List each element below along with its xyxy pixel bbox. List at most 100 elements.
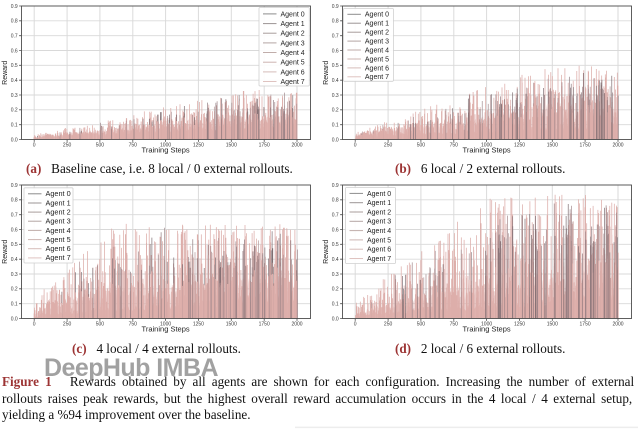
svg-text:Agent 6: Agent 6 (46, 244, 71, 253)
svg-text:Agent 1: Agent 1 (281, 21, 305, 28)
svg-text:2000: 2000 (291, 143, 302, 149)
svg-text:Agent 3: Agent 3 (365, 39, 389, 46)
svg-text:250: 250 (63, 322, 72, 328)
svg-text:Agent 2: Agent 2 (365, 30, 389, 37)
svg-text:Agent 0: Agent 0 (365, 12, 389, 19)
svg-text:1250: 1250 (514, 322, 525, 328)
svg-text:0.0: 0.0 (332, 316, 339, 322)
svg-text:Reward: Reward (2, 240, 9, 264)
svg-text:2000: 2000 (612, 143, 623, 149)
svg-text:Agent 0: Agent 0 (281, 11, 305, 18)
svg-text:500: 500 (417, 143, 426, 149)
svg-text:1750: 1750 (580, 322, 591, 328)
svg-text:0.8: 0.8 (11, 19, 18, 25)
svg-text:0.3: 0.3 (11, 93, 18, 99)
svg-text:0.3: 0.3 (332, 93, 339, 99)
svg-text:0.7: 0.7 (11, 213, 18, 219)
svg-text:0: 0 (33, 322, 36, 328)
svg-text:Reward: Reward (323, 61, 330, 85)
svg-text:0.4: 0.4 (332, 78, 339, 84)
svg-text:Agent 2: Agent 2 (281, 31, 305, 38)
svg-text:Agent 3: Agent 3 (281, 40, 305, 47)
svg-text:Training Steps: Training Steps (463, 146, 511, 155)
svg-text:0.2: 0.2 (332, 287, 339, 293)
svg-text:0.1: 0.1 (11, 302, 18, 308)
svg-text:Reward: Reward (323, 240, 330, 264)
svg-text:Agent 2: Agent 2 (367, 209, 391, 216)
svg-text:Agent 4: Agent 4 (46, 226, 71, 235)
svg-text:0.9: 0.9 (332, 183, 339, 189)
svg-text:0.9: 0.9 (11, 4, 18, 10)
svg-text:750: 750 (450, 143, 459, 149)
svg-text:1250: 1250 (193, 143, 204, 149)
svg-text:0.1: 0.1 (332, 123, 339, 129)
svg-text:0.6: 0.6 (11, 48, 18, 54)
svg-text:1500: 1500 (547, 322, 558, 328)
svg-text:Agent 4: Agent 4 (281, 50, 305, 57)
svg-text:500: 500 (417, 322, 426, 328)
svg-text:Agent 6: Agent 6 (365, 65, 389, 72)
svg-text:Agent 0: Agent 0 (367, 191, 391, 198)
svg-text:0.1: 0.1 (11, 123, 18, 129)
svg-text:250: 250 (384, 322, 393, 328)
svg-text:0: 0 (33, 143, 36, 149)
svg-text:Agent 6: Agent 6 (367, 247, 391, 254)
svg-text:Agent 3: Agent 3 (46, 217, 71, 226)
svg-text:1500: 1500 (226, 322, 237, 328)
svg-text:1250: 1250 (514, 143, 525, 149)
svg-text:1500: 1500 (547, 143, 558, 149)
svg-text:Training Steps: Training Steps (142, 146, 190, 155)
svg-text:0.7: 0.7 (332, 213, 339, 219)
svg-text:0.4: 0.4 (332, 257, 339, 263)
svg-text:0: 0 (354, 322, 357, 328)
svg-text:0.0: 0.0 (332, 137, 339, 143)
svg-text:Agent 7: Agent 7 (46, 253, 71, 262)
svg-text:Agent 3: Agent 3 (367, 219, 391, 226)
svg-text:0.7: 0.7 (332, 34, 339, 40)
svg-text:0.5: 0.5 (332, 63, 339, 69)
svg-text:Agent 5: Agent 5 (367, 237, 391, 244)
svg-text:0.4: 0.4 (11, 257, 18, 263)
svg-text:0.3: 0.3 (11, 272, 18, 278)
svg-text:1250: 1250 (193, 322, 204, 328)
svg-text:0.5: 0.5 (11, 242, 18, 248)
svg-text:750: 750 (450, 322, 459, 328)
svg-text:Agent 1: Agent 1 (46, 198, 71, 207)
svg-text:Agent 5: Agent 5 (365, 56, 389, 63)
svg-text:750: 750 (129, 322, 138, 328)
svg-text:2000: 2000 (291, 322, 302, 328)
svg-text:750: 750 (129, 143, 138, 149)
svg-text:1750: 1750 (259, 322, 270, 328)
svg-text:0.6: 0.6 (332, 48, 339, 54)
svg-text:0.2: 0.2 (332, 108, 339, 114)
svg-text:0: 0 (354, 143, 357, 149)
svg-text:0.8: 0.8 (11, 198, 18, 204)
svg-text:0.0: 0.0 (11, 137, 18, 143)
svg-text:250: 250 (384, 143, 393, 149)
svg-text:Reward: Reward (2, 61, 9, 85)
svg-text:Agent 7: Agent 7 (365, 74, 389, 81)
svg-text:0.9: 0.9 (332, 4, 339, 10)
svg-text:Agent 4: Agent 4 (367, 228, 391, 235)
svg-text:1750: 1750 (259, 143, 270, 149)
svg-text:1750: 1750 (580, 143, 591, 149)
svg-text:0.8: 0.8 (332, 19, 339, 25)
svg-text:Agent 7: Agent 7 (367, 256, 391, 263)
svg-text:0.8: 0.8 (332, 198, 339, 204)
svg-text:0.5: 0.5 (11, 63, 18, 69)
svg-text:1000: 1000 (160, 322, 171, 328)
svg-text:0.3: 0.3 (332, 272, 339, 278)
svg-text:Agent 4: Agent 4 (365, 47, 389, 54)
svg-text:Agent 1: Agent 1 (367, 200, 391, 207)
svg-text:2000: 2000 (612, 322, 623, 328)
svg-text:0.2: 0.2 (11, 287, 18, 293)
svg-text:0.7: 0.7 (11, 34, 18, 40)
svg-text:Training Steps: Training Steps (463, 325, 511, 334)
svg-text:Agent 5: Agent 5 (281, 60, 305, 67)
svg-text:250: 250 (63, 143, 72, 149)
svg-text:1000: 1000 (160, 143, 171, 149)
svg-text:Agent 5: Agent 5 (46, 235, 71, 244)
svg-text:1000: 1000 (481, 322, 492, 328)
svg-text:Agent 0: Agent 0 (46, 189, 71, 198)
svg-text:0.6: 0.6 (332, 227, 339, 233)
